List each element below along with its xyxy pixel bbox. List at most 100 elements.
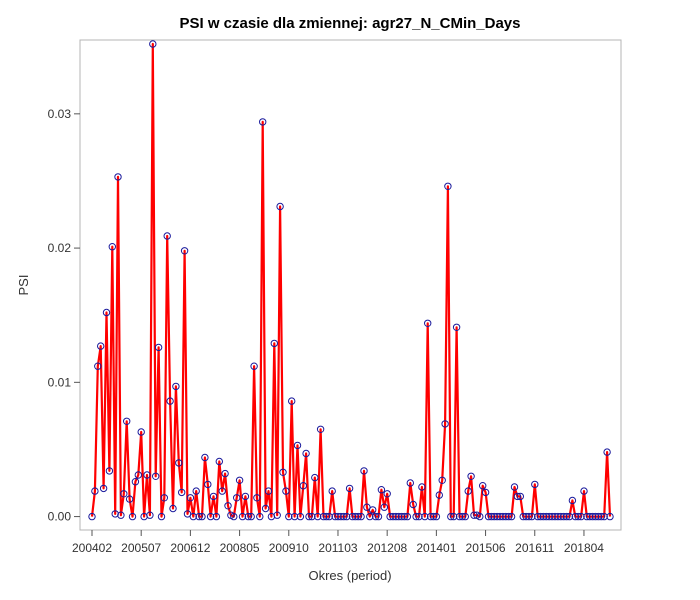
- psi-point: [461, 512, 469, 521]
- psi-point: [383, 490, 391, 498]
- psi-point: [302, 449, 310, 458]
- psi-point: [189, 512, 198, 521]
- psi-point: [467, 472, 475, 480]
- chart-title: PSI w czasie dla zmiennej: agr27_N_CMin_…: [180, 15, 521, 32]
- psi-point: [311, 473, 319, 482]
- psi-point: [120, 490, 128, 498]
- psi-point: [354, 512, 362, 521]
- psi-point: [562, 512, 571, 521]
- psi-point: [230, 512, 238, 521]
- x-tick-label: 201804: [564, 541, 604, 555]
- psi-point: [392, 512, 400, 521]
- psi-point: [603, 448, 611, 456]
- psi-point: [250, 362, 258, 370]
- psi-point: [458, 512, 467, 521]
- psi-point: [163, 232, 171, 240]
- psi-point: [308, 512, 316, 521]
- psi-point: [314, 512, 322, 521]
- psi-point: [357, 512, 365, 521]
- psi-point: [241, 492, 250, 501]
- psi-point: [464, 487, 472, 495]
- psi-point: [447, 512, 455, 521]
- x-tick-label: 201401: [416, 541, 456, 555]
- psi-point: [325, 512, 333, 521]
- psi-point: [424, 319, 432, 327]
- psi-point: [577, 512, 585, 521]
- psi-point: [484, 512, 493, 521]
- psi-point: [99, 484, 108, 493]
- y-tick-label: 0.02: [48, 241, 72, 255]
- psi-point: [444, 182, 452, 191]
- psi-point: [131, 478, 140, 486]
- psi-point: [259, 118, 267, 126]
- psi-point: [175, 459, 183, 467]
- psi-point: [580, 487, 588, 495]
- psi-point: [568, 496, 577, 505]
- psi-point: [551, 512, 559, 521]
- psi-point: [94, 362, 102, 370]
- psi-point: [296, 512, 305, 521]
- psi-point: [270, 339, 278, 348]
- psi-point: [493, 512, 501, 521]
- psi-point: [525, 512, 533, 521]
- psi-point: [343, 512, 351, 521]
- psi-point: [542, 512, 550, 521]
- psi-point: [536, 512, 545, 521]
- psi-point: [432, 512, 441, 521]
- psi-point: [574, 512, 582, 521]
- psi-point: [114, 173, 122, 181]
- psi-point: [369, 506, 377, 514]
- psi-point: [273, 511, 281, 519]
- psi-point: [316, 425, 325, 433]
- psi-point: [319, 512, 328, 521]
- psi-point: [198, 512, 206, 521]
- psi-point: [406, 479, 414, 487]
- psi-point: [143, 471, 151, 479]
- psi-point: [253, 494, 261, 502]
- x-tick-label: 200507: [121, 541, 161, 555]
- psi-point: [244, 512, 253, 521]
- psi-point: [123, 417, 131, 425]
- psi-point: [395, 512, 403, 521]
- psi-point: [560, 512, 568, 521]
- psi-point: [340, 512, 348, 521]
- psi-point: [588, 512, 597, 521]
- psi-point: [557, 512, 565, 521]
- psi-point: [154, 343, 163, 352]
- x-tick-label: 201611: [515, 541, 554, 555]
- psi-point: [334, 512, 342, 521]
- y-axis-label: PSI: [16, 275, 31, 296]
- psi-point: [539, 512, 548, 521]
- psi-point: [594, 512, 603, 521]
- plot-frame: [79, 39, 622, 531]
- psi-point: [157, 512, 166, 521]
- psi-point: [389, 512, 397, 521]
- psi-point: [499, 512, 507, 521]
- psi-series-line: [90, 42, 612, 518]
- psi-point: [496, 512, 504, 521]
- y-axis: 0.00 0.01 0.02 0.03: [48, 107, 80, 524]
- psi-point: [386, 512, 394, 521]
- psi-point: [247, 512, 255, 521]
- psi-point: [186, 494, 195, 502]
- x-tick-label: 201208: [367, 541, 407, 555]
- psi-point: [195, 512, 203, 521]
- x-axis: 200402 200507 200612 200805 200910 201103 2012…: [72, 530, 604, 555]
- psi-point: [172, 382, 180, 391]
- psi-point: [438, 476, 446, 484]
- psi-point: [441, 420, 449, 428]
- psi-point: [290, 512, 299, 521]
- psi-point: [502, 512, 510, 521]
- psi-point: [531, 480, 539, 489]
- psi-point: [276, 202, 284, 211]
- x-tick-label: 200910: [269, 541, 309, 555]
- psi-point: [479, 482, 487, 490]
- psi-point: [534, 512, 542, 521]
- psi-point: [204, 480, 212, 489]
- psi-point: [215, 457, 224, 466]
- psi-point: [169, 504, 177, 513]
- x-tick-label: 200805: [220, 541, 260, 555]
- psi-point: [285, 512, 293, 521]
- psi-point: [455, 512, 464, 521]
- psi-point: [117, 511, 125, 519]
